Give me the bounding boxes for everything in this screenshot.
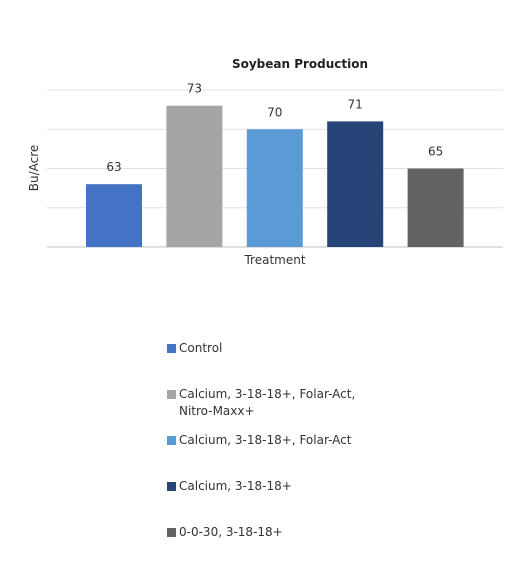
legend-item: 0-0-30, 3-18-18+ [167,524,379,541]
bar [86,184,142,247]
legend-item: Calcium, 3-18-18+ [167,478,379,495]
legend-label: Calcium, 3-18-18+, Folar-Act [179,433,352,447]
data-labels: 63 73 70 71 65 [106,82,443,175]
legend-swatch [167,390,176,399]
bar-value-label: 63 [106,160,121,174]
bar [246,129,303,247]
legend-label: Control [179,341,223,355]
bar-value-label: 71 [348,97,363,111]
bar [166,105,223,247]
bar-value-label: 73 [187,82,202,96]
legend-swatch [167,482,176,491]
legend-label: 0-0-30, 3-18-18+ [179,525,283,539]
x-axis-title: Treatment [243,253,305,267]
bar [327,121,384,247]
legend-swatch [167,436,176,445]
y-axis-title: Bu/Acre [27,145,41,192]
bars [86,105,464,247]
legend-item: Control [167,340,379,357]
chart-title: Soybean Production [232,57,368,71]
legend-item: Calcium, 3-18-18+, Folar-Act [167,432,379,449]
legend-item: Calcium, 3-18-18+, Folar-Act, Nitro-Maxx… [167,386,379,420]
legend-label: Calcium, 3-18-18+, Folar-Act, Nitro-Maxx… [179,387,356,418]
legend-swatch [167,528,176,537]
bar [407,168,464,247]
legend-label: Calcium, 3-18-18+ [179,479,292,493]
bar-value-label: 70 [267,105,282,119]
legend-swatch [167,344,176,353]
bar-value-label: 65 [428,145,443,159]
